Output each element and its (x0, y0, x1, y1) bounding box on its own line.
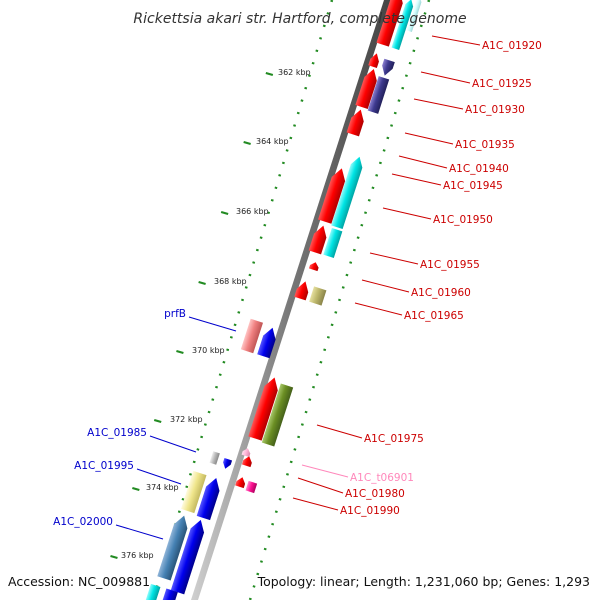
tick-mark (110, 554, 118, 560)
tick-label: 376 kbp (121, 551, 154, 560)
gene-label-a1c-01935[interactable]: A1C_01935 (455, 139, 515, 151)
label-connector (369, 252, 419, 265)
gene-arrow-prfb-pink[interactable] (240, 318, 264, 354)
gene-arrow-small-red-top[interactable] (368, 52, 381, 69)
tick-mark (198, 280, 206, 286)
label-connector (297, 477, 344, 494)
gene-arrow-trna-rose[interactable] (241, 447, 252, 458)
gene-arrow-prfb-blue[interactable] (257, 326, 279, 359)
gene-arrow-a1c-01980-red[interactable] (241, 455, 254, 468)
gene-label-a1c-01985[interactable]: A1C_01985 (87, 427, 147, 439)
tick-mark (153, 418, 162, 424)
tick-label: 368 kbp (214, 277, 247, 286)
gene-arrow-a1c-01930-navy[interactable] (367, 76, 390, 114)
tick-mark (243, 140, 251, 146)
gene-label-a1c-01960[interactable]: A1C_01960 (411, 287, 471, 299)
gene-label-a1c-01975[interactable]: A1C_01975 (364, 433, 424, 445)
tick-mark (132, 486, 140, 492)
gene-label-prfb[interactable]: prfB (164, 308, 186, 320)
label-connector (361, 279, 410, 293)
gene-arrow-a1c-01990-mag[interactable] (245, 480, 258, 494)
genome-backbone (191, 0, 391, 600)
gene-label-a1c-01990[interactable]: A1C_01990 (340, 505, 400, 517)
label-connector (391, 173, 442, 186)
inner-guide-line (248, 0, 431, 600)
gene-arrow-a1c-01940-cyan[interactable] (331, 155, 365, 230)
gene-label-a1c-01965[interactable]: A1C_01965 (404, 310, 464, 322)
guide-lines (151, 0, 431, 600)
label-connector (413, 98, 464, 110)
label-connector (188, 316, 237, 332)
map-title: Rickettsia akari str. Hartford, complete… (133, 11, 466, 27)
gene-arrow-a1c-01990-red[interactable] (235, 476, 247, 489)
gene-arrow-blue-bottom[interactable] (162, 588, 178, 600)
label-connectors (115, 35, 481, 540)
tick-label: 362 kbp (278, 68, 311, 77)
accession-label: Accession: NC_009881 (8, 574, 150, 589)
label-connector (431, 35, 481, 46)
gene-arrow-a1c-01920-red[interactable] (376, 0, 406, 47)
tick-mark (265, 71, 274, 77)
tick-marks: 362 kbp 364 kbp 366 kbp 368 kbp 370 kbp 372 k… (110, 68, 311, 560)
gene-arrow-small-red-mid[interactable] (308, 261, 320, 272)
feature-labels: A1C_01920 A1C_01925 A1C_01930 A1C_01935 A1C_… (53, 40, 542, 528)
gene-arrow-a1c-01975-olive[interactable] (261, 383, 294, 447)
outer-guide-line (151, 0, 334, 600)
gene-arrow-a1c-02000-steel[interactable] (157, 513, 191, 581)
gene-arrow-a1c-01985-gray[interactable] (209, 451, 220, 465)
gene-arrow-a1c-01930-red[interactable] (355, 67, 380, 110)
gene-arrow-cyan-top[interactable] (391, 0, 416, 50)
gene-label-a1c-t06901[interactable]: A1C_t06901 (350, 472, 414, 484)
gene-label-a1c-01955[interactable]: A1C_01955 (420, 259, 480, 271)
gene-label-a1c-01980[interactable]: A1C_01980 (345, 488, 405, 500)
tick-label: 364 kbp (256, 137, 289, 146)
tick-mark (176, 349, 184, 355)
gene-arrow-a1c-01925-navy[interactable] (379, 58, 395, 78)
tick-label: 366 kbp (236, 207, 269, 216)
gene-arrow-a1c-01955-red[interactable] (308, 224, 330, 255)
label-connector (136, 468, 182, 485)
label-connector (354, 302, 403, 316)
gene-label-a1c-01925[interactable]: A1C_01925 (472, 78, 532, 90)
label-connector (149, 435, 197, 453)
label-connector (398, 155, 448, 169)
label-connector (382, 207, 432, 220)
topology-label: Topology: linear; Length: 1,231,060 bp; … (257, 574, 590, 589)
gene-label-a1c-01995[interactable]: A1C_01995 (74, 460, 134, 472)
gene-label-a1c-02000[interactable]: A1C_02000 (53, 516, 113, 528)
gene-arrow-lightcyan-top[interactable] (406, 0, 423, 33)
gene-arrow-a1c-01945-red[interactable] (318, 166, 348, 224)
gene-arrow-a1c-01935-red[interactable] (346, 108, 367, 137)
gene-arrow-a1c-01995-pale[interactable] (180, 470, 207, 514)
gene-label-a1c-01920[interactable]: A1C_01920 (482, 40, 542, 52)
gene-arrow-a1c-01985-blue[interactable] (221, 458, 233, 470)
gene-arrow-a1c-01965-khaki[interactable] (309, 286, 327, 306)
label-connector (115, 524, 164, 540)
tick-mark (220, 210, 229, 216)
label-connector (301, 464, 349, 478)
label-connector (420, 71, 471, 84)
gene-label-a1c-01945[interactable]: A1C_01945 (443, 180, 503, 192)
label-connector (316, 424, 363, 439)
gene-features (145, 0, 422, 600)
tick-label: 372 kbp (170, 415, 203, 424)
gene-label-a1c-01930[interactable]: A1C_01930 (465, 104, 525, 116)
label-connector (404, 132, 454, 145)
gene-arrow-cyan-bottom[interactable] (145, 583, 161, 600)
gene-arrow-a1c-01955-cyan[interactable] (323, 227, 343, 259)
gene-arrow-a1c-01960-red[interactable] (294, 280, 311, 301)
gene-label-a1c-01950[interactable]: A1C_01950 (433, 214, 493, 226)
gene-arrow-a1c-01975-red[interactable] (248, 375, 281, 441)
tick-label: 370 kbp (192, 346, 225, 355)
tick-label: 374 kbp (146, 483, 179, 492)
gene-label-a1c-01940[interactable]: A1C_01940 (449, 163, 509, 175)
gene-arrow-a1c-02000-blue[interactable] (170, 518, 208, 595)
label-connector (292, 497, 339, 511)
gene-arrow-a1c-01995-blue[interactable] (196, 476, 223, 521)
